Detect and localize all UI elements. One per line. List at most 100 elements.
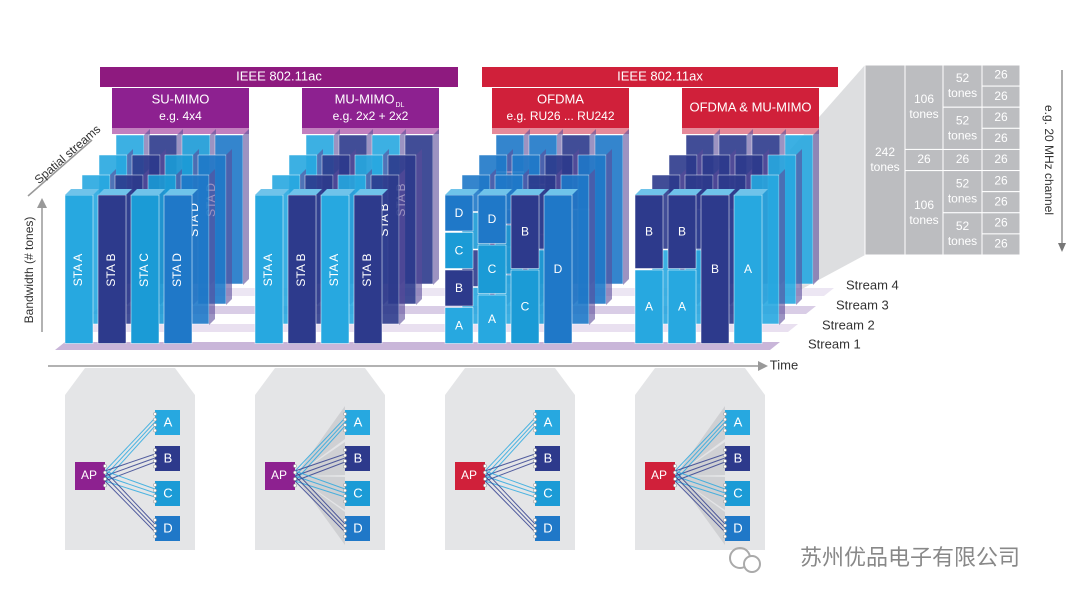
station-label: STA A <box>71 254 85 286</box>
tone-label: 26 <box>994 110 1008 124</box>
station-id: C <box>353 485 362 500</box>
standard-label: IEEE 802.11ax <box>617 68 703 83</box>
panel-subtitle: e.g. 4x4 <box>159 109 202 123</box>
link <box>674 461 726 482</box>
station-label: A <box>744 262 752 276</box>
station-block <box>444 232 474 269</box>
antenna <box>103 470 107 475</box>
antenna <box>533 529 537 533</box>
station-block <box>130 194 160 344</box>
block-top <box>131 189 165 195</box>
station-box <box>155 481 180 506</box>
ap-label: AP <box>81 468 97 482</box>
antenna <box>293 477 297 481</box>
antenna <box>153 459 157 463</box>
antenna <box>343 423 347 427</box>
station-id: A <box>164 414 173 429</box>
station-box <box>155 516 180 541</box>
link <box>104 425 156 482</box>
station-block <box>510 269 540 344</box>
link <box>484 480 536 498</box>
link <box>294 457 346 477</box>
ap-label: AP <box>651 468 667 482</box>
block-side <box>226 149 232 305</box>
panel-title: MU-MIMO <box>335 91 395 106</box>
ap-label: AP <box>461 468 477 482</box>
link <box>674 480 726 498</box>
block-top <box>511 189 545 195</box>
block-top <box>288 189 322 195</box>
tone-label: 26 <box>994 152 1008 166</box>
link <box>294 417 346 472</box>
station-box <box>345 481 370 506</box>
station-label: STA A <box>261 254 275 286</box>
tone-cell <box>942 170 983 214</box>
floor-stripe <box>73 324 798 332</box>
station-label: B <box>678 225 686 239</box>
station-id: B <box>734 450 743 465</box>
watermark: 苏州优品电子有限公司 <box>800 545 1020 570</box>
link <box>104 480 156 498</box>
station-block <box>477 294 507 344</box>
station-label: STA C <box>137 253 151 287</box>
stream-label: Stream 3 <box>836 297 889 312</box>
antenna <box>153 423 157 427</box>
beam <box>675 406 725 476</box>
panel-title: SU-MIMO <box>152 91 210 106</box>
link <box>484 475 536 494</box>
antenna <box>533 423 537 427</box>
station-label: C <box>521 300 530 314</box>
station-block <box>543 194 573 344</box>
block-top <box>734 189 768 195</box>
antenna <box>153 494 157 498</box>
antenna <box>723 459 727 463</box>
block-side <box>243 129 249 285</box>
tone-cell <box>981 233 1021 256</box>
link <box>674 470 726 525</box>
antenna <box>153 464 157 469</box>
tone-cell <box>942 106 983 150</box>
antenna <box>673 464 677 468</box>
antenna <box>533 534 537 539</box>
station-block <box>634 269 664 344</box>
antenna <box>483 483 487 488</box>
antenna <box>533 464 537 469</box>
antenna <box>153 483 157 487</box>
station-box <box>535 446 560 471</box>
station-id: D <box>163 520 172 535</box>
caption-arrowhead <box>1058 243 1066 252</box>
panel-subtitle: e.g. RU26 ... RU242 <box>506 109 614 123</box>
link <box>294 453 346 472</box>
antenna <box>533 518 537 522</box>
station-label: B <box>711 262 719 276</box>
tone-label: 52 tones <box>948 114 977 143</box>
station-block <box>163 194 193 344</box>
station-box <box>725 516 750 541</box>
link <box>294 475 346 494</box>
station-block <box>254 194 284 344</box>
station-box <box>725 446 750 471</box>
tone-label: 26 <box>994 216 1008 230</box>
station-label: B <box>521 225 529 239</box>
link <box>104 475 156 529</box>
antenna <box>723 523 727 528</box>
tone-cell <box>942 212 983 256</box>
tone-cell <box>904 170 944 256</box>
tone-caption: e.g. 20 MHz channel <box>1042 105 1056 215</box>
link <box>674 475 726 529</box>
link <box>104 417 156 472</box>
panel-title-shadow <box>682 128 819 134</box>
block-side <box>813 129 819 285</box>
tone-label: 26 <box>994 237 1008 251</box>
station-id: C <box>733 485 742 500</box>
link <box>484 417 536 472</box>
antenna <box>723 412 727 416</box>
station-block <box>667 194 697 269</box>
panel-title-box <box>682 88 819 128</box>
antenna <box>343 459 347 463</box>
panel-title-box <box>112 88 249 128</box>
ap-label: AP <box>271 468 287 482</box>
link <box>294 480 346 498</box>
antenna <box>153 428 157 433</box>
station-block <box>700 194 730 344</box>
